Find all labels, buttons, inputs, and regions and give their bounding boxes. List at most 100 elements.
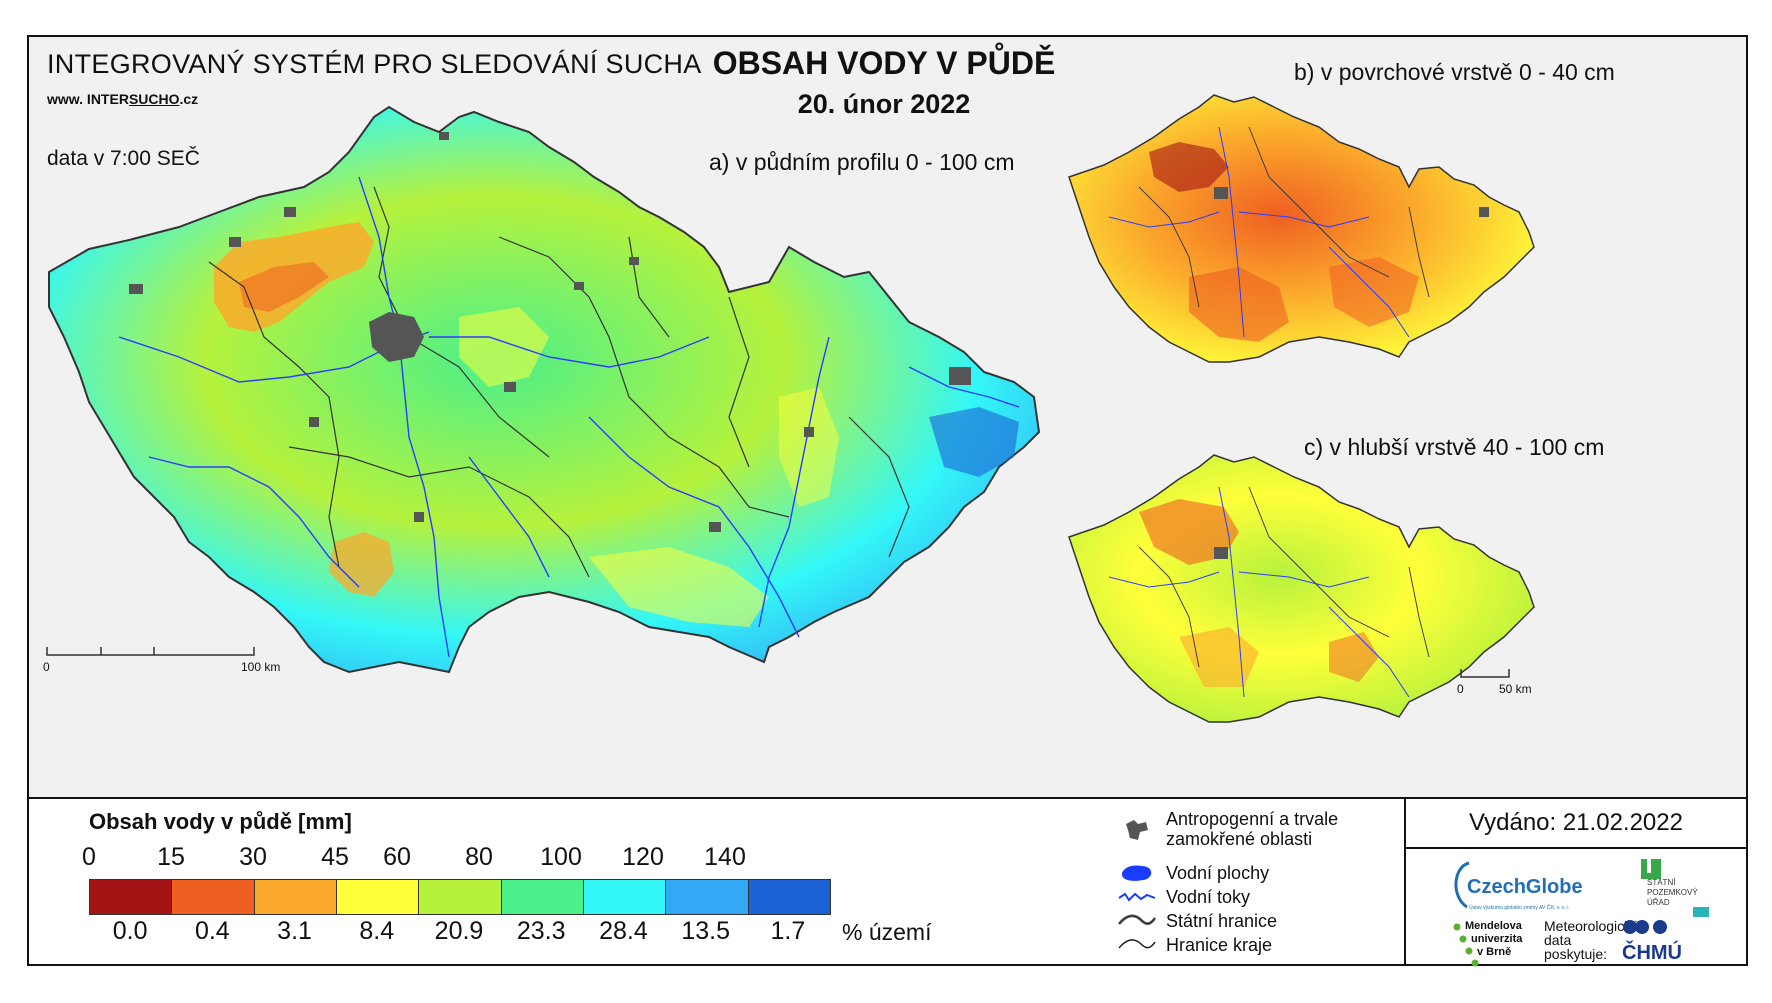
spu-logo-line3: ÚŘAD	[1647, 898, 1670, 907]
state-border-icon	[1114, 907, 1160, 935]
map-c-scale-end: 50 km	[1499, 682, 1532, 696]
map-panel: 0 100 km	[29, 37, 1746, 797]
legend-swatch	[254, 880, 337, 914]
legend-tick: 80	[465, 843, 493, 871]
chmu-logo: Meteorologická data poskytuje: ČHMÚ	[1544, 918, 1744, 985]
map-b-rivers	[1108, 126, 1410, 338]
map-a: 0 100 km	[43, 105, 1041, 674]
legend-tick: 30	[239, 843, 267, 871]
map-a-dry-nw-core	[239, 262, 329, 312]
legend-percent-unit: % území	[842, 919, 932, 945]
legend-percent: 8.4	[359, 917, 395, 945]
czechglobe-logo-subtext: Ústav výzkumu globální změny AV ČR, v. v…	[1469, 904, 1569, 911]
map-c-urban-prague	[1214, 547, 1228, 559]
map-c-label: c) v hlubší vrstvě 40 - 100 cm	[1304, 434, 1605, 460]
legend-tick: 45	[321, 843, 349, 871]
report-date: 20. únor 2022	[797, 89, 971, 119]
map-b-dry-nw	[1149, 142, 1229, 192]
map-b-country	[1068, 94, 1535, 363]
legend-tick: 60	[383, 843, 411, 871]
stream-icon	[1114, 883, 1160, 911]
map-a-yellow-moravia	[779, 387, 839, 507]
legend-percent: 13.5	[681, 917, 730, 945]
legend-percent: 0.4	[194, 917, 230, 945]
region-border-icon	[1114, 931, 1160, 959]
issued-date: Vydáno: 21.02.2022	[1469, 809, 1683, 836]
spu-logo-line1: STÁTNÍ	[1647, 878, 1676, 887]
map-a-scale-start: 0	[43, 660, 50, 674]
czechglobe-logo-text: CzechGlobe	[1467, 876, 1583, 898]
water-body-icon	[1114, 859, 1160, 887]
divider	[29, 797, 1746, 799]
state-border-label: Státní hranice	[1166, 911, 1278, 931]
footer-divider	[1404, 799, 1406, 966]
website-suffix: .cz	[179, 91, 199, 107]
map-b-urban-prague	[1214, 187, 1228, 199]
mendelu-logo-line1: Mendelova	[1465, 920, 1523, 932]
legend-percent: 28.4	[599, 917, 648, 945]
legend-percent: 1.7	[770, 917, 806, 945]
water-bodies-label: Vodní plochy	[1166, 863, 1270, 883]
maps-svg: 0 100 km	[43, 94, 1535, 723]
map-b	[1068, 94, 1535, 363]
map-a-country	[48, 105, 1041, 674]
legend-tick: 100	[540, 843, 582, 871]
map-c-region-borders	[1138, 486, 1430, 668]
legend-tick: 120	[622, 843, 664, 871]
website-underlined: SUCHO	[128, 91, 180, 107]
map-a-scale-bar	[46, 647, 255, 656]
legend-swatch	[336, 880, 420, 914]
legend-percent: 20.9	[434, 917, 484, 945]
map-a-scale-end: 100 km	[241, 660, 280, 674]
legend-swatch	[172, 880, 255, 914]
legend-swatch	[501, 880, 584, 914]
map-a-yellow-south	[589, 547, 769, 627]
legend-swatch	[583, 880, 667, 914]
anthropogenic-label: Antropogenní a trvale zamokřené oblasti	[1166, 809, 1339, 849]
czechglobe-logo: CzechGlobe Ústav výzkumu globální změny …	[1449, 857, 1604, 917]
map-a-yellow-center	[459, 307, 549, 387]
legend-mm-ticks: 0 15 30 45 60 80 100 120 140	[82, 843, 789, 877]
website-link[interactable]: www. INTERSUCHO.cz	[47, 91, 198, 107]
legend-swatch	[90, 880, 173, 914]
map-a-wet-east	[929, 407, 1019, 477]
issued-divider	[1406, 847, 1746, 849]
data-time: data v 7:00 SEČ	[47, 147, 200, 170]
map-b-dry-south	[1189, 267, 1289, 342]
map-b-label: b) v povrchové vrstvě 0 - 40 cm	[1294, 59, 1615, 85]
spu-logo: STÁTNÍ POZEMKOVÝ ÚŘAD	[1639, 855, 1729, 925]
chmu-logo-text: ČHMÚ	[1622, 940, 1682, 964]
met-data-line2: data	[1544, 932, 1571, 948]
met-data-line1: Meteorologická	[1544, 919, 1639, 934]
map-b-region-borders	[1138, 126, 1430, 308]
map-a-label: a) v půdním profilu 0 - 100 cm	[709, 149, 1015, 175]
legend-percentages: 0.0 0.4 3.1 8.4 20.9 23.3 28.4 13.5 1.7	[89, 917, 829, 951]
legend-percent: 23.3	[516, 917, 566, 945]
mendelu-logo-line3: v Brně	[1477, 946, 1511, 958]
page-title: OBSAH VODY V PŮDĚ	[712, 45, 1056, 81]
map-b-urban-ostrava	[1479, 207, 1489, 217]
streams-label: Vodní toky	[1166, 887, 1251, 907]
region-border-label: Hranice kraje	[1166, 935, 1273, 955]
website-prefix: www. INTER	[47, 91, 129, 107]
legend-tick: 0	[82, 843, 96, 871]
legend-percent: 0.0	[112, 917, 148, 945]
spu-logo-line2: POZEMKOVÝ	[1647, 888, 1698, 897]
map-c-rivers	[1108, 486, 1410, 698]
legend-tick: 140	[704, 843, 746, 871]
legend-color-bar	[89, 879, 831, 915]
legend-tick: 15	[157, 843, 185, 871]
legend-swatch	[748, 880, 830, 914]
map-c-country	[1068, 454, 1535, 723]
met-data-line3: poskytuje:	[1544, 946, 1607, 962]
legend-percent: 3.1	[277, 917, 312, 945]
map-frame: 0 100 km	[27, 35, 1748, 967]
map-a-rivers	[118, 176, 1020, 658]
mendelu-logo-line2: univerzita	[1471, 933, 1523, 945]
anthropogenic-icon	[1114, 815, 1160, 843]
map-a-urban-areas	[129, 132, 971, 532]
legend-title: Obsah vody v půdě [mm]	[89, 809, 352, 834]
map-c-scale-start: 0	[1457, 682, 1464, 696]
system-name: INTEGROVANÝ SYSTÉM PRO SLEDOVÁNÍ SUCHA	[47, 49, 702, 79]
map-a-dry-south	[329, 532, 394, 597]
